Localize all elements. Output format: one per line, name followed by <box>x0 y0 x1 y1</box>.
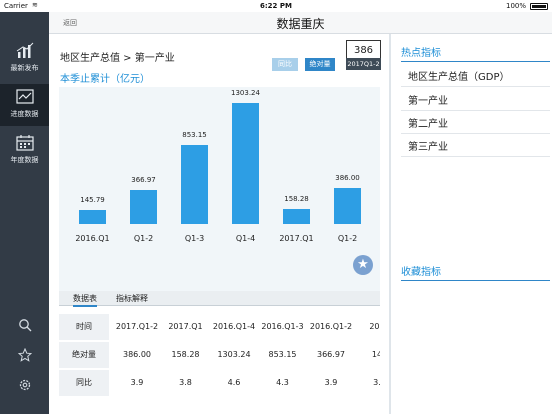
chart-x-tick-label: 2016.Q1 <box>75 234 110 243</box>
table-cell: 2017.Q1 <box>168 322 203 331</box>
status-bar: Carrier ≋ 6:22 PM 100% <box>0 0 552 12</box>
sidebar-item-label: 最新发布 <box>10 64 39 72</box>
search-button[interactable] <box>0 317 49 339</box>
sidebar-item-label: 进度数据 <box>10 110 39 118</box>
sidebar-item-label: 年度数据 <box>10 156 39 164</box>
table-cell: 3.9 <box>324 378 338 387</box>
hot-item-secondary[interactable]: 第二产业 <box>408 119 448 130</box>
sidebar-item-latest[interactable]: 最新发布 <box>0 38 49 80</box>
sidebar-item-progress[interactable]: 进度数据 <box>0 84 49 126</box>
wifi-icon: ≋ <box>32 1 38 9</box>
sidebar: 最新发布 进度数据 年度数据 <box>0 12 49 414</box>
hot-indicators-underline <box>401 61 550 62</box>
chart-bar[interactable] <box>283 209 310 224</box>
sidebar-item-annual[interactable]: 年度数据 <box>0 130 49 172</box>
table-row: 绝对量 386.00 158.28 1303.24 853.15 366.97 145 <box>59 342 380 368</box>
table-row: 同比 3.9 3.8 4.6 4.3 3.9 3.9 <box>59 370 380 396</box>
table-row-header: 时间 <box>59 314 109 340</box>
gear-icon <box>19 379 30 391</box>
table-cell: 3.9 <box>373 378 380 387</box>
chart-x-tick-label: 2017.Q1 <box>279 234 314 243</box>
table-cell: 158.28 <box>171 350 200 359</box>
yoy-toggle-button[interactable]: 同比 <box>272 58 298 71</box>
progress-chart-icon <box>15 89 34 104</box>
table-cell: 2016 <box>369 322 380 331</box>
table-cell: 2017.Q1-2 <box>115 322 159 331</box>
panel-divider <box>389 34 391 414</box>
period-badge: 2017Q1-2 <box>346 58 381 70</box>
absolute-toggle-button[interactable]: 绝对量 <box>305 58 335 71</box>
clock: 6:22 PM <box>260 2 292 10</box>
table-row: 时间 2017.Q1-2 2017.Q1 2016.Q1-4 2016.Q1-3 2016… <box>59 314 380 340</box>
hot-item-gdp[interactable]: 地区生产总值（GDP） <box>408 72 510 83</box>
chart-data-label: 158.28 <box>284 195 309 203</box>
chart-data-label: 366.97 <box>131 176 156 184</box>
chart-bar[interactable] <box>232 103 259 224</box>
table-cell: 2016.Q1-3 <box>261 322 304 331</box>
divider <box>401 133 550 134</box>
page-title: 数据重庆 <box>276 17 325 31</box>
table-cell: 853.15 <box>268 350 297 359</box>
star-icon <box>17 347 32 362</box>
data-table: 时间 2017.Q1-2 2017.Q1 2016.Q1-4 2016.Q1-3 2016… <box>59 314 380 414</box>
favorites-underline <box>401 280 550 281</box>
table-cell: 4.3 <box>276 378 289 387</box>
table-cell: 3.9 <box>130 378 144 387</box>
table-cell: 386.00 <box>123 350 151 359</box>
chart-x-tick-label: Q1-2 <box>337 234 358 243</box>
divider <box>401 156 550 157</box>
hot-indicators-title: 热点指标 <box>401 48 441 59</box>
bar-chart: 145.79 2016.Q1 366.97 Q1-2 853.15 Q1-3 1303.24… <box>59 87 380 294</box>
table-cell: 145 <box>371 350 380 359</box>
battery-icon <box>530 3 548 10</box>
chart-data-label: 145.79 <box>80 196 105 204</box>
right-panel: 热点指标 地区生产总值（GDP） 第一产业 第二产业 第三产业 收藏指标 <box>391 34 552 414</box>
table-row-header: 绝对量 <box>59 342 109 368</box>
calendar-icon <box>15 135 34 151</box>
top-bar: 返回 数据重庆 <box>49 12 552 34</box>
table-cell: 3.8 <box>179 378 192 387</box>
carrier-label: Carrier <box>4 2 28 10</box>
divider <box>401 86 550 87</box>
chart-x-tick-label: Q1-2 <box>133 234 154 243</box>
main-panel: 地区生产总值 > 第一产业 本季止累计（亿元） 同比 绝对量 386 2017Q… <box>49 34 389 414</box>
search-icon <box>18 319 31 332</box>
table-row-header: 同比 <box>59 370 109 396</box>
table-cell: 366.97 <box>317 350 345 359</box>
favorites-button[interactable] <box>0 347 49 369</box>
chart-x-tick-label: Q1-4 <box>235 234 256 243</box>
settings-button[interactable] <box>0 377 49 399</box>
chart-bar[interactable] <box>79 210 106 224</box>
chart-bar[interactable] <box>181 145 208 224</box>
chart-data-label: 386.00 <box>335 174 360 182</box>
tab-data-table[interactable]: 数据表 <box>73 293 97 307</box>
table-cell: 1303.24 <box>217 350 251 359</box>
divider <box>401 110 550 111</box>
chart-data-label: 1303.24 <box>231 89 260 97</box>
chart-data-label: 853.15 <box>182 131 207 139</box>
chart-bar[interactable] <box>334 188 361 224</box>
bar-chart-icon <box>16 42 33 58</box>
chart-x-tick-label: Q1-3 <box>184 234 205 243</box>
table-cell: 2016.Q1-2 <box>309 322 353 331</box>
hot-item-primary[interactable]: 第一产业 <box>408 96 448 107</box>
chart-bar[interactable] <box>130 190 157 224</box>
table-cell: 4.6 <box>227 378 241 387</box>
chart-subtitle: 本季止累计（亿元） <box>60 74 150 85</box>
favorites-title: 收藏指标 <box>401 267 441 278</box>
star-icon: ★ <box>357 257 369 272</box>
breadcrumb: 地区生产总值 > 第一产业 <box>60 53 175 64</box>
table-cell: 2016.Q1-4 <box>212 322 256 331</box>
back-button[interactable]: 返回 <box>63 19 77 27</box>
tab-bar: 数据表 指标解释 <box>59 291 380 307</box>
favorite-button[interactable]: ★ <box>353 255 373 275</box>
battery-percent: 100% <box>505 2 526 10</box>
tab-indicator-explanation[interactable]: 指标解释 <box>116 294 148 303</box>
hot-item-tertiary[interactable]: 第三产业 <box>408 142 448 153</box>
